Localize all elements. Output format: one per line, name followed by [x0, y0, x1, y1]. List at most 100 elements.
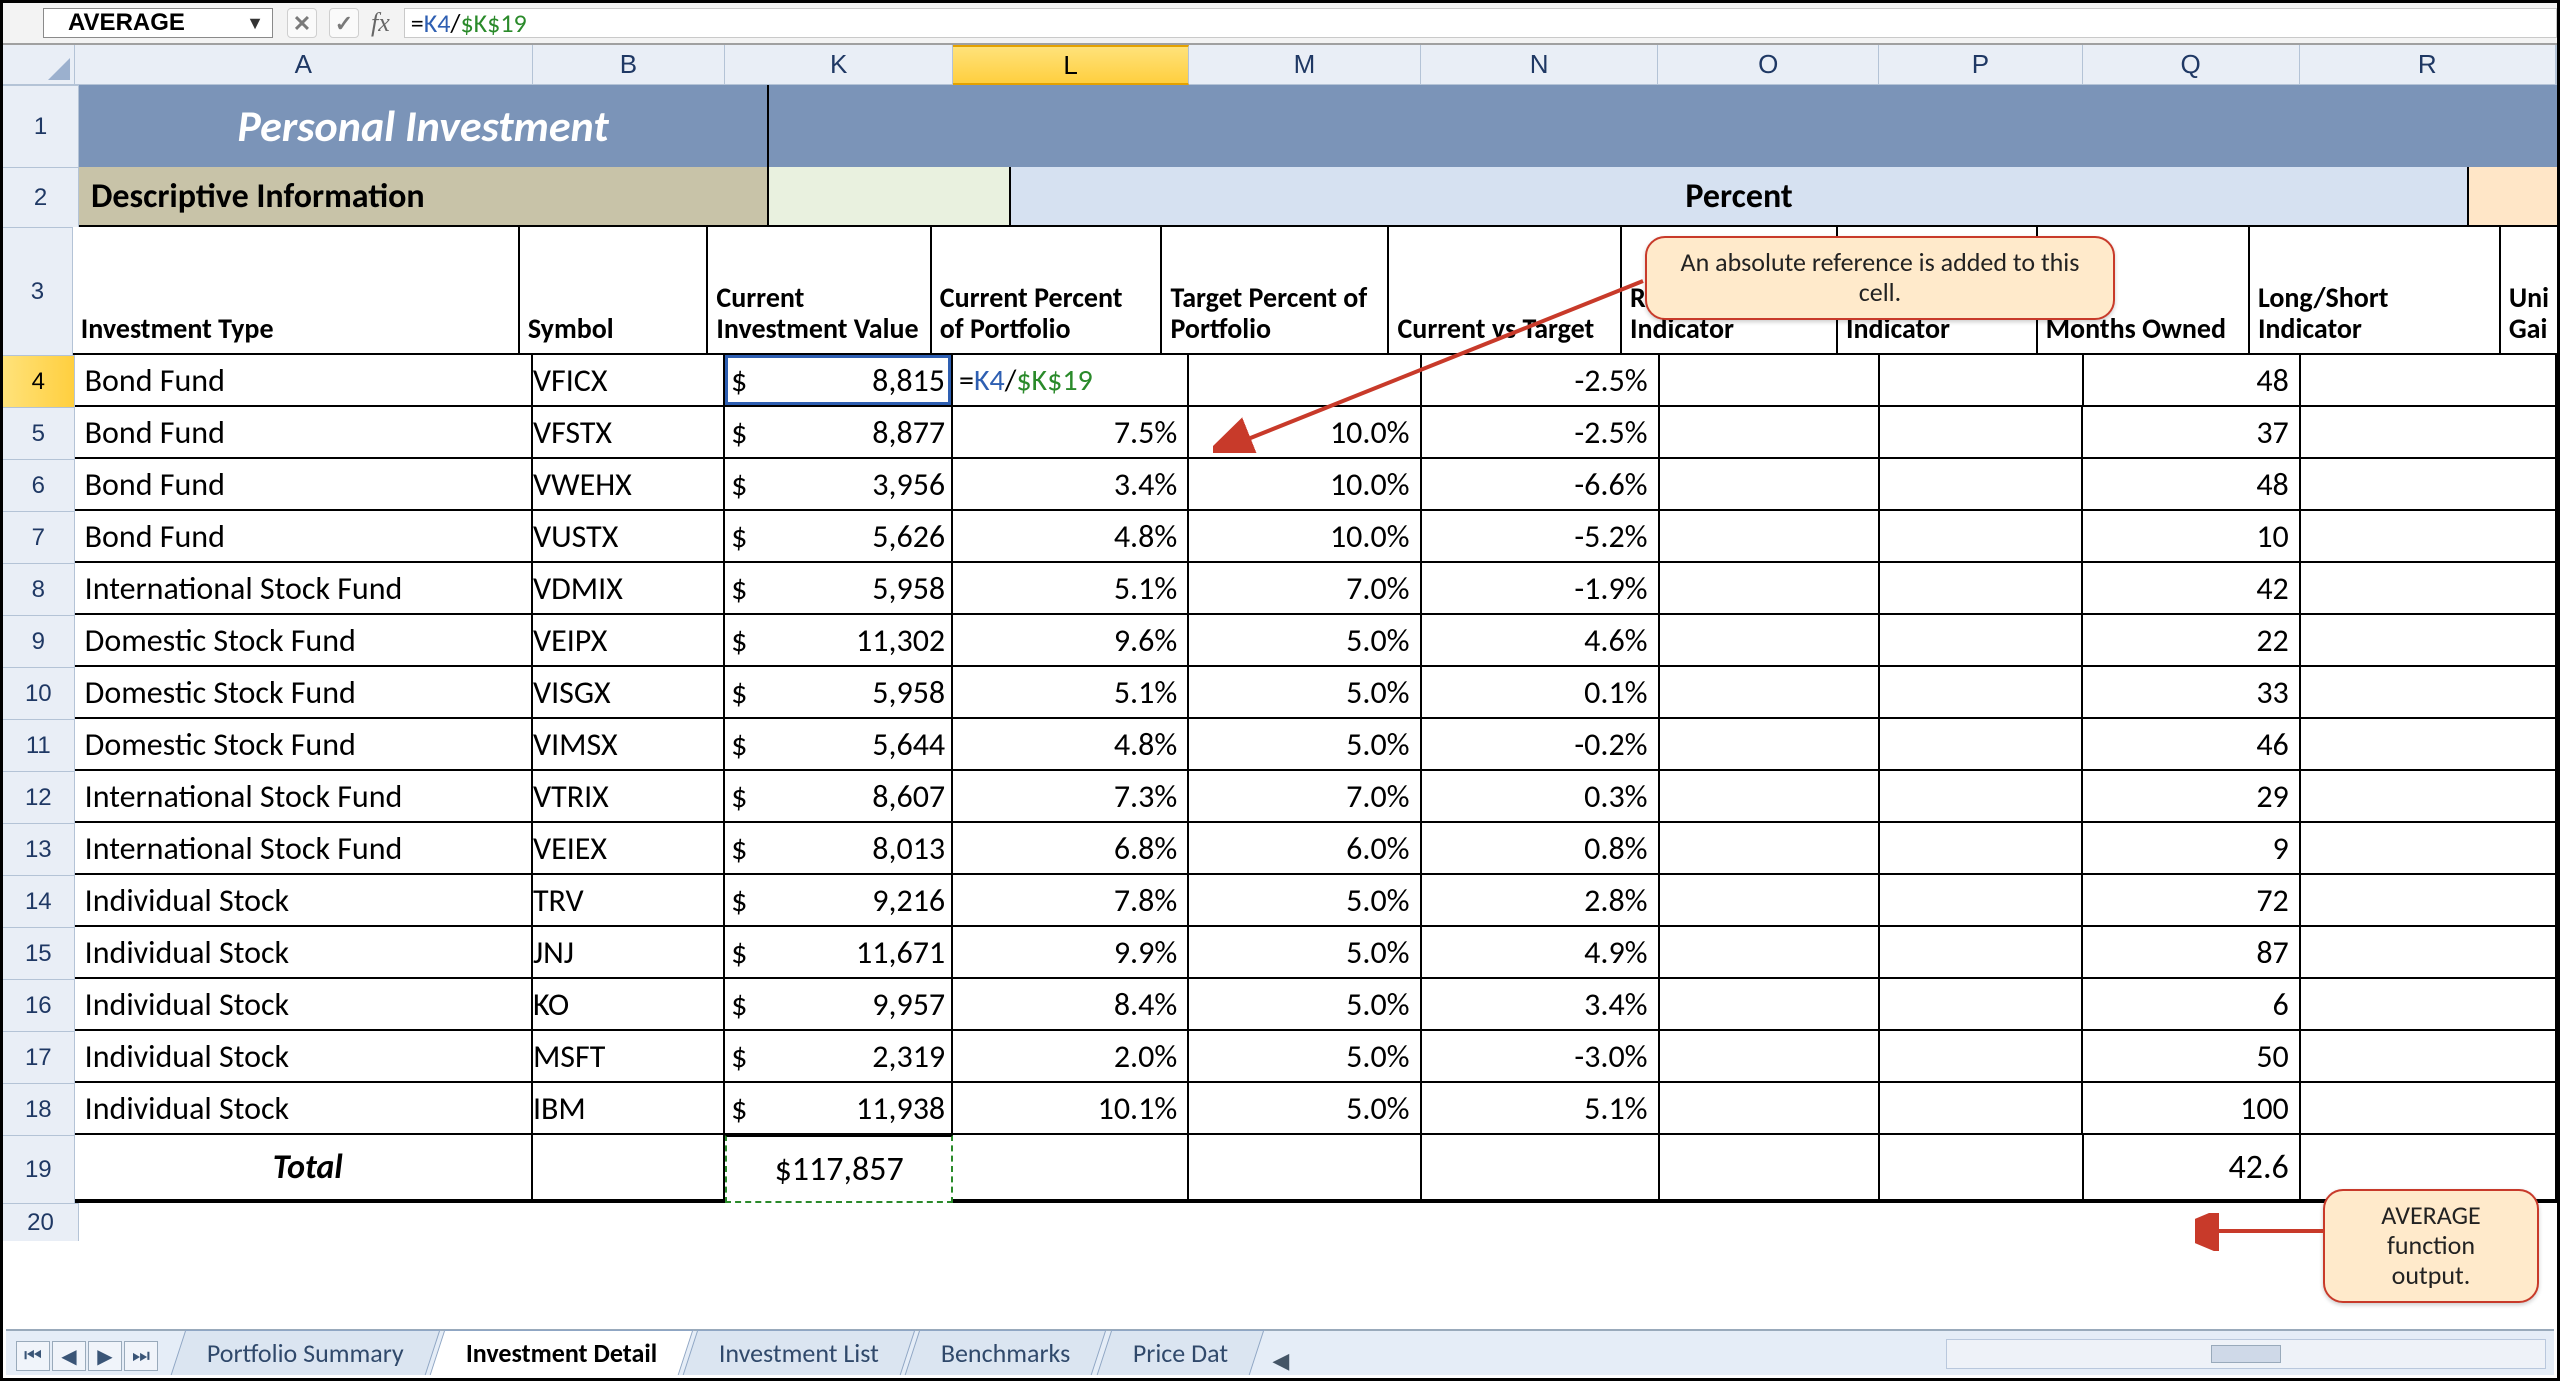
cell-p-11[interactable] — [1880, 719, 2084, 771]
cell-r-8[interactable] — [2301, 563, 2557, 615]
cell-l-12[interactable]: 7.3% — [953, 771, 1189, 823]
cell-b-14[interactable]: TRV — [533, 875, 725, 927]
cell-r-6[interactable] — [2301, 459, 2557, 511]
cell-a-12[interactable]: International Stock Fund — [75, 771, 533, 823]
row-header-3[interactable]: 3 — [3, 227, 73, 355]
cell-a-16[interactable]: Individual Stock — [75, 979, 533, 1031]
cell-p-10[interactable] — [1880, 667, 2084, 719]
col-header-k[interactable]: K — [725, 45, 953, 85]
cell-n-7[interactable]: -5.2% — [1422, 511, 1660, 563]
row-header-15[interactable]: 15 — [3, 927, 75, 979]
cell-l-11[interactable]: 4.8% — [953, 719, 1189, 771]
cell-o-9[interactable] — [1660, 615, 1880, 667]
cell-k-6[interactable]: $3,956 — [725, 459, 953, 511]
cell-q-10[interactable]: 33 — [2083, 667, 2300, 719]
row-header-10[interactable]: 10 — [3, 667, 75, 719]
cell-q-16[interactable]: 6 — [2083, 979, 2300, 1031]
cell-n-8[interactable]: -1.9% — [1422, 563, 1660, 615]
row-header-6[interactable]: 6 — [3, 459, 75, 511]
cell-r-17[interactable] — [2301, 1031, 2557, 1083]
cell-p-18[interactable] — [1880, 1083, 2084, 1135]
cell-l-13[interactable]: 6.8% — [953, 823, 1189, 875]
col-header-m[interactable]: M — [1189, 45, 1421, 85]
cell-r-7[interactable] — [2301, 511, 2557, 563]
cell-n-6[interactable]: -6.6% — [1422, 459, 1660, 511]
cell-n-9[interactable]: 4.6% — [1422, 615, 1660, 667]
cell-q-8[interactable]: 42 — [2083, 563, 2300, 615]
cell-r-9[interactable] — [2301, 615, 2557, 667]
cell-n-14[interactable]: 2.8% — [1422, 875, 1660, 927]
row-header-1[interactable]: 1 — [3, 85, 79, 167]
cell-a-5[interactable]: Bond Fund — [75, 407, 533, 459]
cell-o-4[interactable] — [1660, 355, 1880, 407]
row-header-13[interactable]: 13 — [3, 823, 75, 875]
col-header-q[interactable]: Q — [2083, 45, 2300, 85]
cell-o-14[interactable] — [1660, 875, 1880, 927]
cancel-formula-button[interactable]: ✕ — [287, 8, 317, 38]
row-header-20[interactable]: 20 — [3, 1203, 79, 1241]
cell-k-4[interactable]: $8,815 — [725, 355, 953, 407]
cell-q-14[interactable]: 72 — [2083, 875, 2300, 927]
cell-q-6[interactable]: 48 — [2083, 459, 2300, 511]
cell-o-12[interactable] — [1660, 771, 1880, 823]
select-all-button[interactable] — [3, 45, 75, 85]
cell-q-17[interactable]: 50 — [2083, 1031, 2300, 1083]
cell-b-12[interactable]: VTRIX — [533, 771, 725, 823]
cell-o-8[interactable] — [1660, 563, 1880, 615]
cell-m-13[interactable]: 6.0% — [1189, 823, 1421, 875]
cell-p-13[interactable] — [1880, 823, 2084, 875]
cell-m-6[interactable]: 10.0% — [1189, 459, 1421, 511]
cell-o-18[interactable] — [1660, 1083, 1880, 1135]
cell-a-8[interactable]: International Stock Fund — [75, 563, 533, 615]
cell-b-10[interactable]: VISGX — [533, 667, 725, 719]
cell-k-14[interactable]: $9,216 — [725, 875, 953, 927]
sheet-tab-price-data[interactable]: Price Dat — [1096, 1330, 1264, 1375]
cell-p-14[interactable] — [1880, 875, 2084, 927]
cell-q-5[interactable]: 37 — [2083, 407, 2300, 459]
cell-p-9[interactable] — [1880, 615, 2084, 667]
row-header-12[interactable]: 12 — [3, 771, 75, 823]
row-header-4[interactable]: 4 — [3, 355, 75, 407]
row-header-5[interactable]: 5 — [3, 407, 75, 459]
col-header-a[interactable]: A — [75, 45, 533, 85]
cell-m-9[interactable]: 5.0% — [1189, 615, 1421, 667]
cell-k-13[interactable]: $8,013 — [725, 823, 953, 875]
sheet-tab-portfolio-summary[interactable]: Portfolio Summary — [171, 1330, 440, 1375]
cell-o-17[interactable] — [1660, 1031, 1880, 1083]
cell-a-18[interactable]: Individual Stock — [75, 1083, 533, 1135]
cell-p-15[interactable] — [1880, 927, 2084, 979]
cell-n-5[interactable]: -2.5% — [1422, 407, 1660, 459]
cell-k-9[interactable]: $11,302 — [725, 615, 953, 667]
cell-k-18[interactable]: $11,938 — [725, 1083, 953, 1135]
col-header-o[interactable]: O — [1658, 45, 1879, 85]
cell-p-17[interactable] — [1880, 1031, 2084, 1083]
cell-m-11[interactable]: 5.0% — [1189, 719, 1421, 771]
cell-l-9[interactable]: 9.6% — [953, 615, 1189, 667]
cell-q-4[interactable]: 48 — [2084, 355, 2301, 407]
tab-nav-prev-button[interactable]: ◀ — [52, 1341, 86, 1371]
cell-r-15[interactable] — [2301, 927, 2557, 979]
cell-l-17[interactable]: 2.0% — [953, 1031, 1189, 1083]
sheet-tab-investment-list[interactable]: Investment List — [683, 1330, 916, 1375]
col-header-b[interactable]: B — [533, 45, 725, 85]
col-header-p[interactable]: P — [1879, 45, 2083, 85]
cell-q-11[interactable]: 46 — [2083, 719, 2300, 771]
cell-r-11[interactable] — [2301, 719, 2557, 771]
cell-p-7[interactable] — [1880, 511, 2084, 563]
tab-scroll-left-icon[interactable]: ◀ — [1267, 1345, 1295, 1375]
cell-k-10[interactable]: $5,958 — [725, 667, 953, 719]
cell-r-16[interactable] — [2301, 979, 2557, 1031]
cell-b-15[interactable]: JNJ — [533, 927, 725, 979]
cell-m-17[interactable]: 5.0% — [1189, 1031, 1421, 1083]
cell-o-11[interactable] — [1660, 719, 1880, 771]
cell-r-5[interactable] — [2301, 407, 2557, 459]
cell-a-9[interactable]: Domestic Stock Fund — [75, 615, 533, 667]
cell-n-16[interactable]: 3.4% — [1422, 979, 1660, 1031]
cell-n-4[interactable]: -2.5% — [1422, 355, 1660, 407]
cell-r-18[interactable] — [2301, 1083, 2557, 1135]
chevron-down-icon[interactable]: ▼ — [246, 13, 264, 34]
cell-a-6[interactable]: Bond Fund — [75, 459, 533, 511]
cell-a-14[interactable]: Individual Stock — [75, 875, 533, 927]
cell-n-13[interactable]: 0.8% — [1422, 823, 1660, 875]
cell-n-17[interactable]: -3.0% — [1422, 1031, 1660, 1083]
